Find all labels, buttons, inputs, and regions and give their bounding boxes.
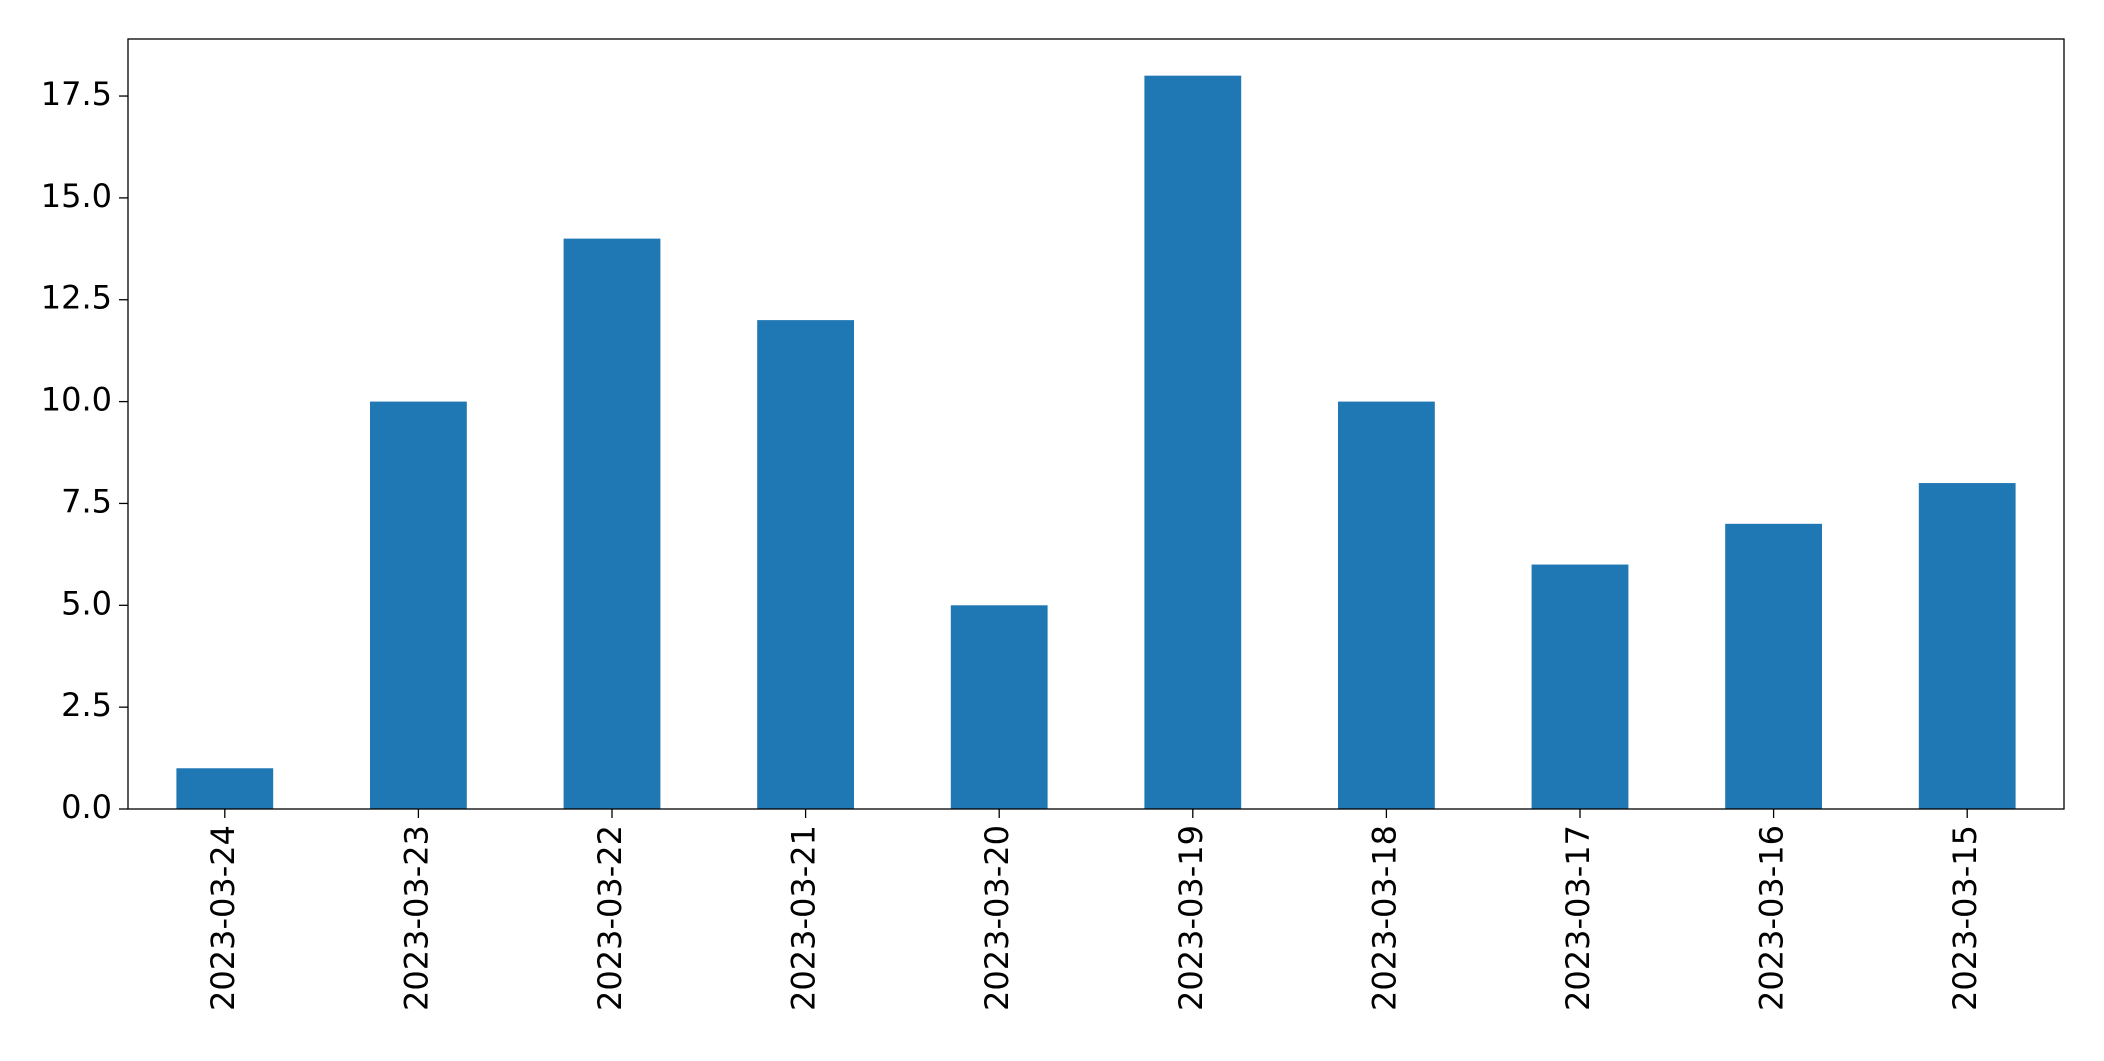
y-tick-label: 0.0 xyxy=(61,788,112,826)
plot-frame xyxy=(127,38,2065,810)
bar xyxy=(1144,75,1242,809)
y-tick-label: 5.0 xyxy=(61,584,112,622)
x-tick-label: 2023-03-19 xyxy=(1172,825,1210,1011)
bar xyxy=(176,768,274,809)
x-tick-label: 2023-03-17 xyxy=(1559,825,1597,1011)
x-tick-label: 2023-03-18 xyxy=(1365,825,1403,1011)
bar xyxy=(757,320,854,809)
x-tick-label: 2023-03-21 xyxy=(785,825,823,1011)
bar xyxy=(1725,523,1822,809)
bar xyxy=(1918,483,2016,809)
y-tick-label: 2.5 xyxy=(61,686,112,724)
x-tick-label: 2023-03-22 xyxy=(591,825,629,1011)
bar xyxy=(1531,564,1629,809)
bar xyxy=(950,605,1048,809)
x-tick-label: 2023-03-16 xyxy=(1753,825,1791,1011)
x-tick-label: 2023-03-23 xyxy=(397,825,435,1011)
x-tick-label: 2023-03-24 xyxy=(204,825,242,1011)
bar xyxy=(563,238,661,809)
bar xyxy=(370,401,467,809)
y-tick-label: 12.5 xyxy=(41,279,112,317)
bar xyxy=(1338,401,1435,809)
y-tick-label: 10.0 xyxy=(41,381,112,419)
y-tick-label: 17.5 xyxy=(41,75,112,113)
x-tick-label: 2023-03-15 xyxy=(1946,825,1984,1011)
y-tick-label: 7.5 xyxy=(61,482,112,520)
y-tick-label: 15.0 xyxy=(41,177,112,215)
x-tick-label: 2023-03-20 xyxy=(978,825,1016,1011)
